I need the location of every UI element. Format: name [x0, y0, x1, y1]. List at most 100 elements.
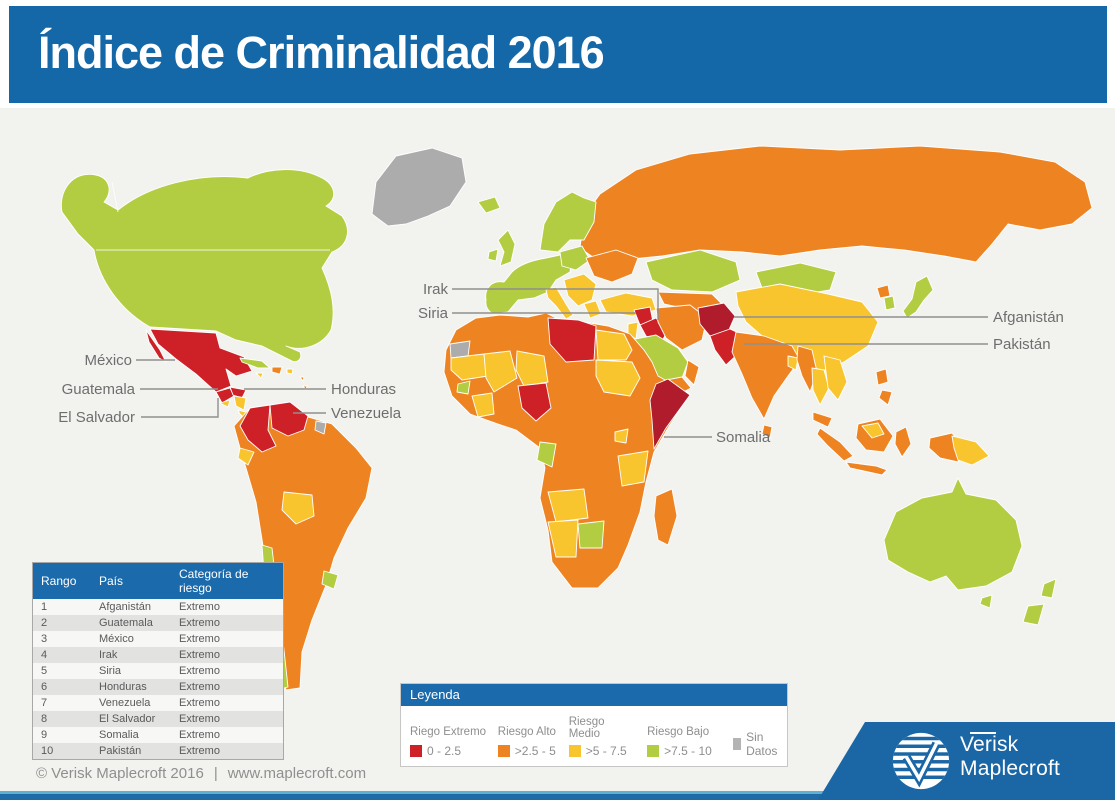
country-madagascar: [653, 488, 678, 546]
legend-item-high: Riesgo Alto >2.5 - 5: [497, 726, 556, 758]
country-new-zealand: [1022, 578, 1057, 626]
country-jamaica: [255, 372, 264, 379]
country-australia: [883, 477, 1023, 591]
map-label-el-salvador: El Salvador: [58, 409, 135, 426]
table-row: 6 Honduras Extremo: [32, 679, 284, 695]
country-ecuador: [237, 447, 255, 466]
table-row: 2 Guatemala Extremo: [32, 615, 284, 631]
country-suriname: [314, 420, 327, 435]
country-canada-usa: [60, 169, 348, 363]
map-label-irak: Irak: [422, 281, 448, 298]
region-north-america: [60, 169, 348, 363]
region-indochina: [823, 355, 848, 401]
high-risk-swatch: [497, 745, 510, 757]
low-risk-swatch: [647, 745, 660, 757]
map-label-honduras: Honduras: [331, 381, 397, 398]
country-india: [731, 331, 801, 420]
country-cuba: [239, 357, 271, 369]
country-mauritania: [450, 353, 489, 381]
country-greenland: [371, 147, 467, 227]
copyright-text: © Verisk Maplecroft 2016: [36, 765, 204, 782]
medium-risk-swatch: [568, 745, 581, 757]
country-bolivia: [281, 491, 315, 525]
country-gabon: [536, 441, 557, 468]
logo-line-maplecroft: Maplecroft: [960, 757, 1061, 780]
region-indonesia: [816, 418, 990, 476]
region-koreas: [876, 284, 896, 311]
label-leader-lines: [136, 288, 988, 438]
country-uganda: [614, 428, 629, 444]
map-label-pakistan: Pakistán: [993, 336, 1051, 353]
country-tanzania: [617, 450, 649, 487]
country-iran: [655, 304, 708, 351]
country-greece: [583, 300, 602, 319]
country-libya: [547, 317, 597, 363]
country-nigeria: [517, 382, 552, 422]
country-philippines: [875, 368, 893, 406]
country-colombia: [239, 404, 277, 453]
no-data-swatch: [733, 738, 742, 750]
country-thailand: [811, 367, 830, 406]
logo-line-verisk: Verisk: [960, 733, 1019, 756]
country-malaysia: [812, 411, 833, 428]
header-pais: País: [91, 562, 171, 599]
country-japan: [902, 275, 934, 319]
table-row: 4 Irak Extremo: [32, 647, 284, 663]
country-guinea: [456, 380, 471, 395]
country-iceland: [477, 196, 501, 214]
country-sri-lanka: [761, 424, 773, 439]
legend-item-extreme: Riego Extremo 0 - 2.5: [410, 726, 487, 758]
country-el-salvador: [219, 399, 231, 408]
header-rango: Rango: [32, 562, 91, 599]
logo-wordmark: Verisk Maplecroft: [960, 733, 1060, 781]
country-namibia: [547, 519, 579, 558]
extreme-risk-swatch: [410, 745, 422, 757]
table-row: 7 Venezuela Extremo: [32, 695, 284, 711]
map-label-afganistan: Afganistán: [993, 309, 1064, 326]
ranking-table: Rango País Categoría de riesgo 1 Afganist…: [32, 562, 284, 760]
country-mexico: [149, 328, 253, 393]
table-row: 9 Somalia Extremo: [32, 727, 284, 743]
legend-body: Riego Extremo 0 - 2.5 Riesgo Alto >2.5 -…: [401, 706, 787, 766]
page-title: Índice de Criminalidad 2016: [38, 27, 605, 78]
country-uruguay: [321, 570, 339, 590]
map-label-guatemala: Guatemala: [61, 381, 135, 398]
legend-title: Leyenda: [401, 684, 787, 706]
country-mali: [483, 350, 518, 393]
header-categoria: Categoría de riesgo: [171, 562, 284, 599]
legend-item-medium: Riesgo Medio >5 - 7.5: [568, 716, 627, 758]
region-south-america: [233, 402, 373, 691]
table-row: 1 Afganistán Extremo: [32, 599, 284, 615]
footer-separator: |: [213, 765, 218, 782]
map-label-mexico: México: [84, 352, 132, 369]
map-label-venezuela: Venezuela: [331, 405, 402, 422]
table-row: 3 México Extremo: [32, 631, 284, 647]
country-hispaniola: [271, 366, 283, 375]
country-nicaragua: [233, 395, 247, 411]
region-western-sahara: [449, 340, 471, 359]
region-balkans: [563, 273, 597, 307]
globe-checkmark-icon: [892, 732, 950, 790]
country-somalia: [649, 378, 691, 450]
country-sudan: [595, 359, 641, 397]
verisk-overline: [970, 732, 996, 734]
verisk-logo: Verisk Maplecroft: [818, 722, 1115, 800]
country-ireland: [487, 248, 499, 262]
country-venezuela: [269, 401, 309, 437]
legend-item-low: Riesgo Bajo >7.5 - 10: [647, 726, 712, 758]
country-oman: [684, 359, 700, 386]
country-myanmar: [796, 345, 818, 393]
map-label-siria: Siria: [417, 305, 448, 322]
legend-item-no-data: Sin Datos: [733, 712, 781, 758]
country-angola: [547, 488, 589, 523]
country-botswana: [577, 520, 605, 549]
border-usa-canada: [96, 181, 330, 251]
country-egypt: [595, 329, 633, 361]
footer: © Verisk Maplecroft 2016 | www.maplecroft.…: [36, 765, 366, 782]
region-lesser-antilles: [299, 376, 308, 391]
map-label-somalia: Somalia: [716, 429, 771, 446]
country-bangladesh: [787, 355, 799, 371]
region-gulf-of-guinea: [471, 392, 495, 418]
